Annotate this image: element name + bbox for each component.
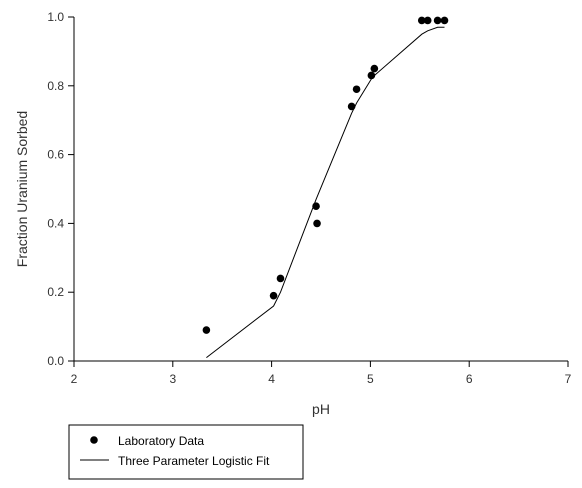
- fit-line-layer: [206, 26, 445, 358]
- y-tick-label: 0.2: [47, 285, 64, 299]
- plot-frame: [73, 17, 568, 362]
- data-points-layer: [202, 16, 449, 334]
- data-point: [347, 102, 356, 111]
- data-point: [370, 64, 379, 73]
- x-tick-label: 2: [71, 372, 78, 386]
- plot-area: [74, 17, 568, 361]
- x-axis-title: pH: [312, 401, 330, 417]
- data-point: [433, 16, 442, 25]
- data-point: [417, 16, 426, 25]
- legend-box: [68, 424, 304, 480]
- data-point: [312, 202, 320, 210]
- x-tick-label: 3: [169, 372, 176, 386]
- data-point: [440, 16, 449, 25]
- legend: Laboratory Data Three Parameter Logistic…: [68, 424, 304, 480]
- data-point: [313, 219, 321, 228]
- data-point: [202, 326, 211, 334]
- data-point: [352, 85, 361, 94]
- data-point: [367, 71, 376, 80]
- x-tick-label: 6: [466, 372, 473, 386]
- y-axis-ticks: 0.0 0.2 0.4 0.6 0.8 1.0: [47, 10, 74, 368]
- x-tick-label: 4: [268, 372, 275, 386]
- y-tick-label: 0.4: [47, 216, 64, 230]
- data-point: [423, 16, 432, 25]
- y-tick-label: 0.0: [47, 354, 64, 368]
- y-tick-label: 0.6: [47, 148, 64, 162]
- x-axis-ticks: 2 3 4 5 6 7: [71, 361, 572, 386]
- logistic-fit-line: [206, 26, 445, 358]
- y-tick-label: 1.0: [47, 10, 64, 24]
- legend-label-logistic-fit: Three Parameter Logistic Fit: [118, 454, 270, 468]
- legend-label-laboratory-data: Laboratory Data: [118, 434, 204, 448]
- y-tick-label: 0.8: [47, 79, 64, 93]
- y-axis-title: Fraction Uranium Sorbed: [14, 111, 30, 267]
- legend-marker-laboratory-data: [90, 436, 98, 444]
- data-point: [276, 274, 285, 283]
- x-tick-label: 7: [565, 372, 572, 386]
- data-point: [269, 291, 278, 300]
- x-tick-label: 5: [367, 372, 374, 386]
